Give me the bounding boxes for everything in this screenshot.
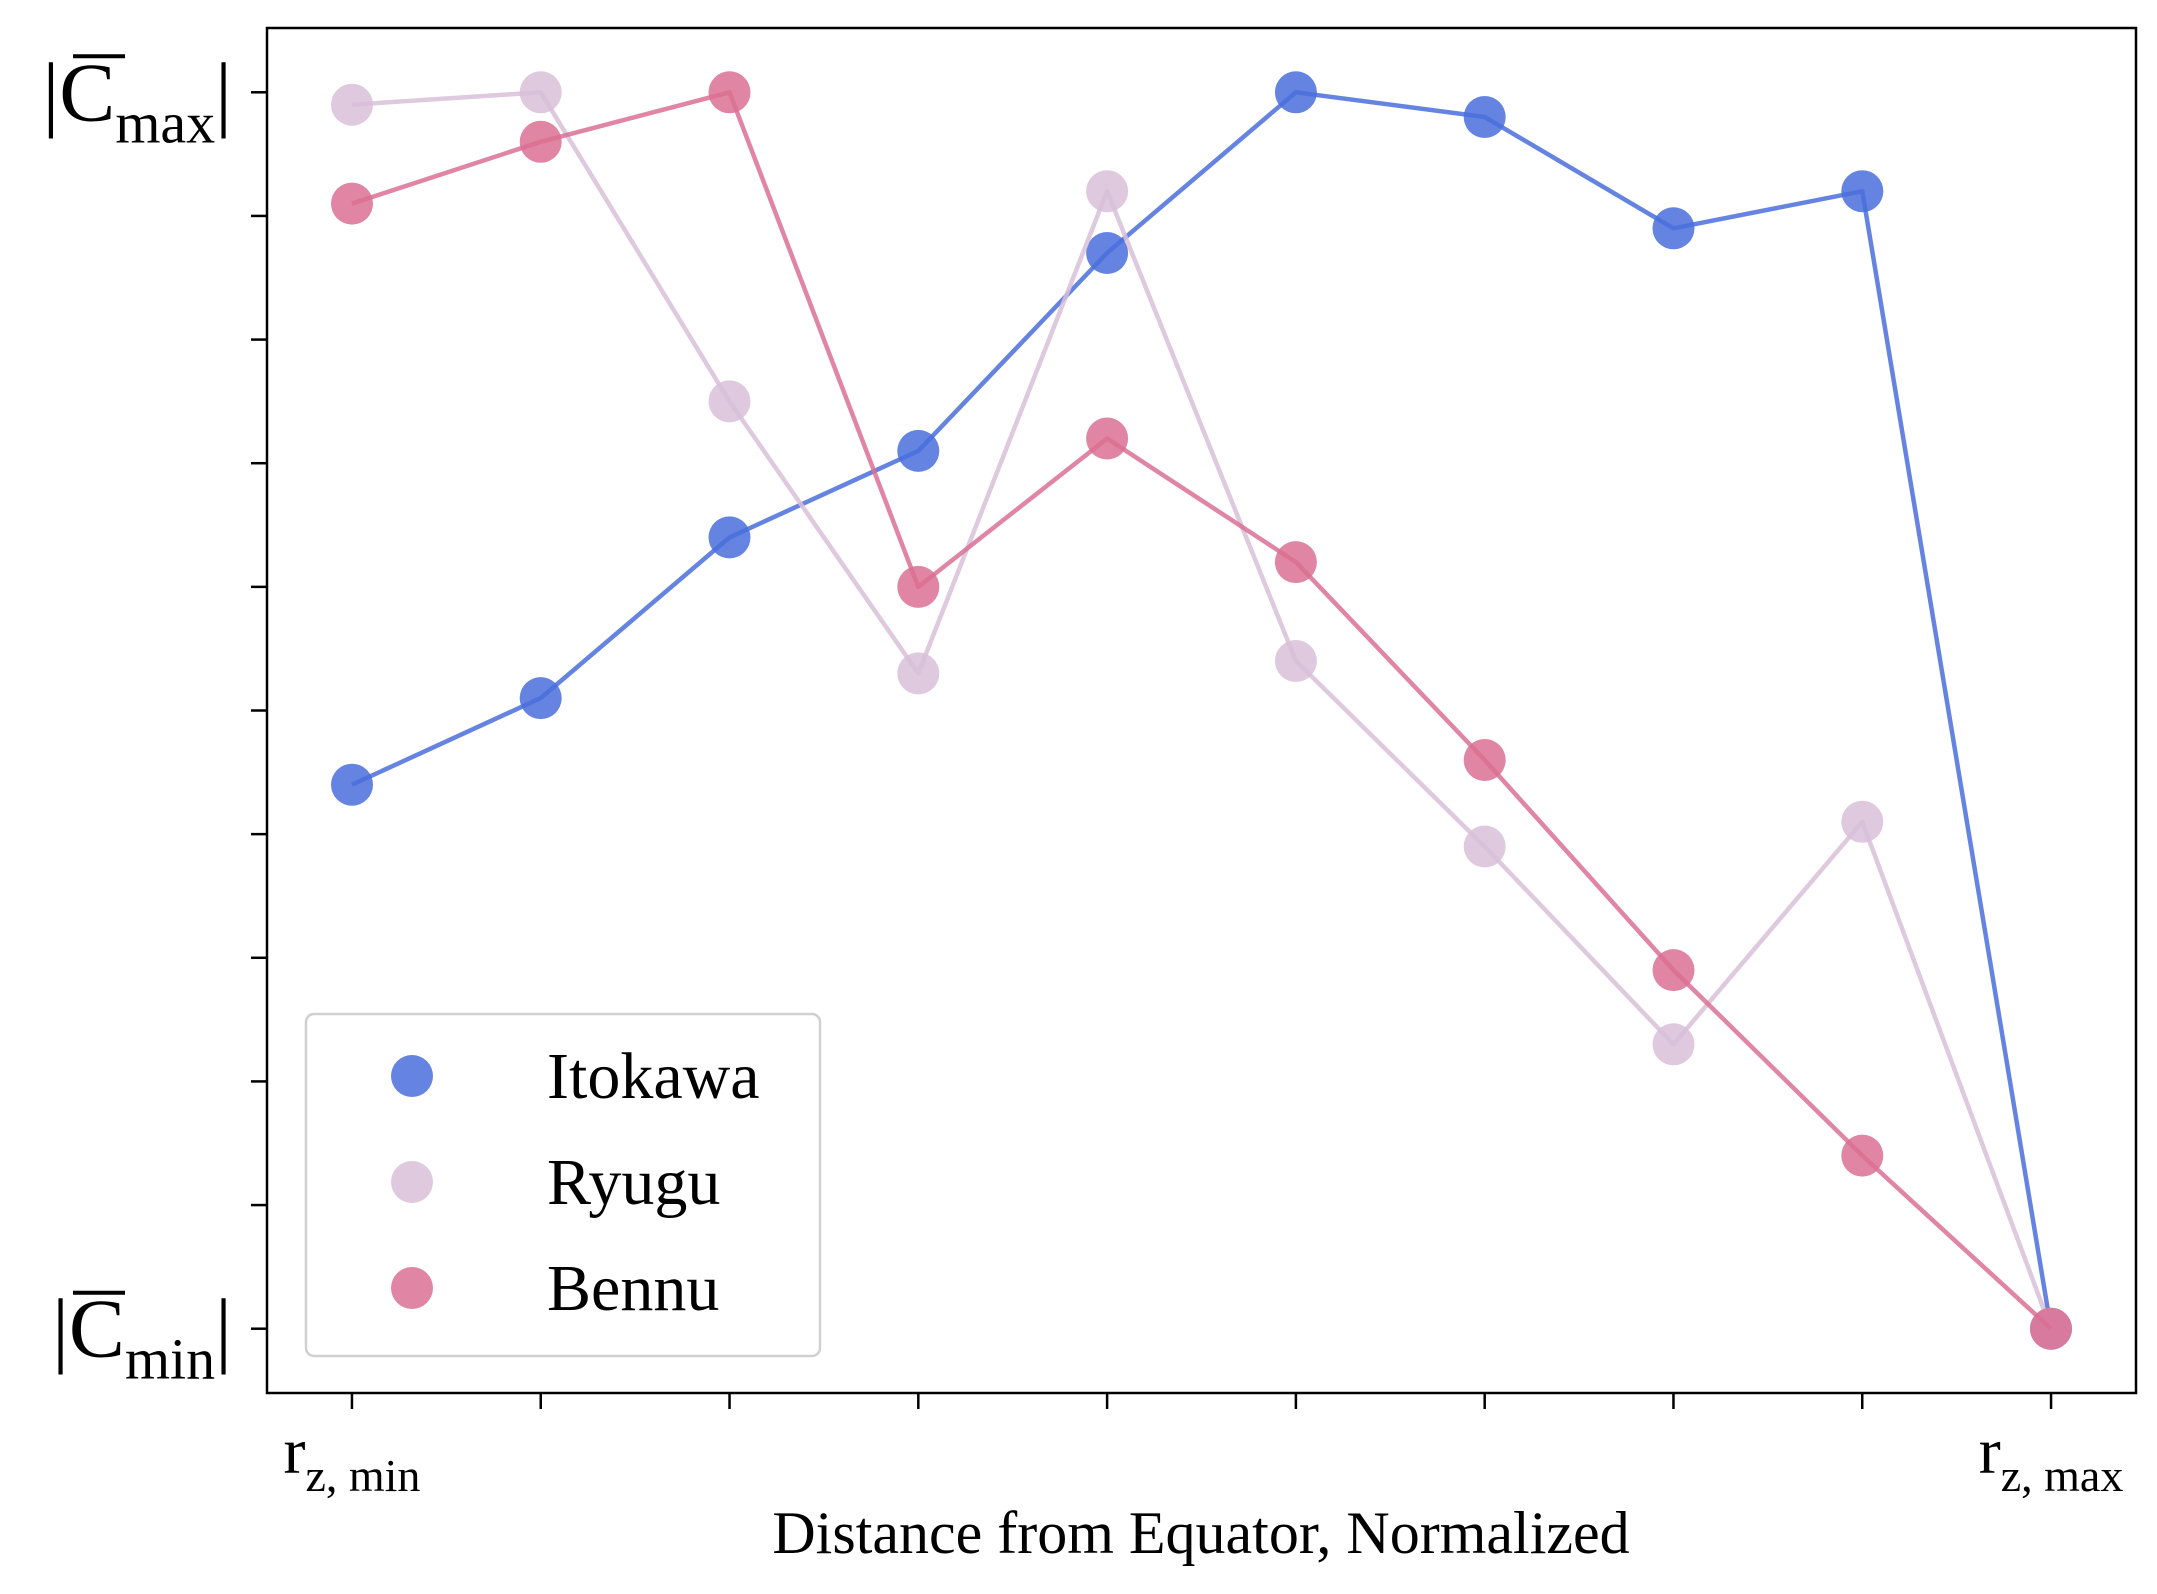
legend-marker-ryugu <box>391 1161 433 1203</box>
data-point-ryugu-8 <box>1841 800 1884 843</box>
y-tick-label-base: C <box>59 46 115 139</box>
data-point-ryugu-5 <box>1274 640 1317 682</box>
y-axis-ticks: |Cmax||Cmin| <box>42 46 267 1392</box>
data-point-itokawa-7 <box>1652 207 1695 250</box>
data-point-bennu-1 <box>519 120 562 163</box>
y-tick-label-subscript: min <box>125 1327 215 1392</box>
abs-bar-right: | <box>215 1283 232 1376</box>
data-point-bennu-5 <box>1274 541 1317 584</box>
legend-marker-itokawa <box>391 1055 433 1097</box>
data-point-itokawa-3 <box>897 429 940 472</box>
x-tick-label-9: rz, max <box>1979 1415 2124 1501</box>
data-point-ryugu-3 <box>897 652 940 695</box>
legend-label-bennu: Bennu <box>547 1252 719 1325</box>
y-tick-label-0: |Cmax| <box>42 46 232 155</box>
data-point-itokawa-2 <box>708 516 751 559</box>
legend-frame <box>304 1012 822 1358</box>
series-line-itokawa <box>351 90 2054 1330</box>
data-point-bennu-0 <box>331 182 373 225</box>
x-tick-label-base: r <box>1979 1415 2001 1488</box>
series-itokawa <box>331 71 2072 1350</box>
legend-marker-bennu <box>391 1267 433 1309</box>
series-bennu <box>331 71 2072 1350</box>
x-axis-label: Distance from Equator, Normalized <box>772 1500 1629 1566</box>
data-point-bennu-3 <box>897 565 940 608</box>
y-tick-label-base: C <box>69 1283 125 1376</box>
data-point-ryugu-2 <box>708 380 751 423</box>
data-point-itokawa-1 <box>519 677 562 720</box>
data-point-ryugu-1 <box>519 71 562 114</box>
data-point-itokawa-8 <box>1841 170 1884 213</box>
data-point-ryugu-6 <box>1463 825 1506 868</box>
data-point-itokawa-0 <box>331 763 373 806</box>
x-axis-ticks: rz, min rz, max <box>283 1393 2123 1501</box>
data-point-bennu-6 <box>1463 739 1506 781</box>
data-point-bennu-9 <box>2030 1307 2072 1350</box>
data-point-itokawa-6 <box>1463 96 1506 138</box>
legend: Itokawa Ryugu Bennu <box>304 1012 822 1358</box>
x-tick-label-subscript: z, min <box>305 1450 420 1501</box>
x-tick-label-subscript: z, max <box>2001 1450 2124 1501</box>
series-line-ryugu <box>351 90 2054 1330</box>
x-tick-label-base: r <box>283 1415 305 1488</box>
series-line-bennu <box>351 90 2053 1331</box>
data-point-bennu-4 <box>1086 417 1129 460</box>
data-point-itokawa-4 <box>1086 232 1129 274</box>
y-tick-label-text: |Cmin| <box>52 1283 232 1392</box>
data-point-bennu-7 <box>1652 949 1695 992</box>
data-point-ryugu-4 <box>1086 170 1129 213</box>
data-point-bennu-2 <box>708 71 751 114</box>
y-tick-label-subscript: max <box>115 90 215 155</box>
data-point-ryugu-0 <box>331 83 373 126</box>
legend-label-itokawa: Itokawa <box>547 1040 760 1113</box>
legend-label-ryugu: Ryugu <box>547 1146 720 1219</box>
series-layer <box>331 71 2072 1350</box>
x-tick-label-0: rz, min <box>283 1415 420 1501</box>
data-point-itokawa-5 <box>1274 71 1317 114</box>
y-tick-label-10: |Cmin| <box>52 1283 232 1392</box>
data-point-bennu-8 <box>1841 1134 1884 1177</box>
abs-bar-left: | <box>42 46 59 139</box>
abs-bar-right: | <box>215 46 232 139</box>
abs-bar-left: | <box>52 1283 69 1376</box>
y-tick-label-text: |Cmax| <box>42 46 232 155</box>
data-point-ryugu-7 <box>1652 1023 1695 1066</box>
